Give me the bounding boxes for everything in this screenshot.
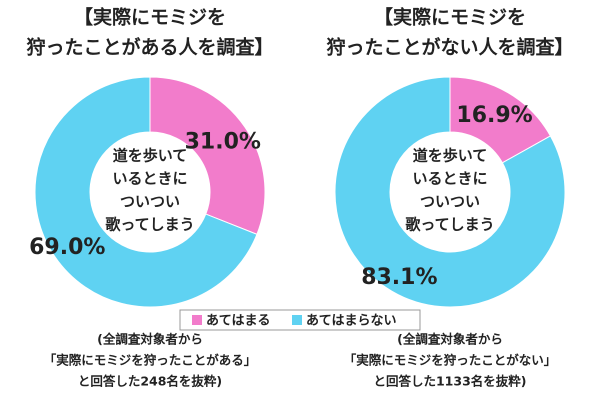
legend-swatch [292,315,302,325]
center-text: いるときに [112,170,187,188]
center-text: 歌ってしまう [405,216,494,234]
note: 「実際にモミジを狩ったことがある」 [44,353,257,368]
note: 「実際にモミジを狩ったことがない」 [344,353,557,368]
donut-slice [149,76,266,235]
value-label: 69.0% [29,235,105,260]
note: (全調査対象者から [397,332,503,347]
legend-label: あてはまる [206,314,270,329]
note: と回答した248名を抜粋) [78,374,222,389]
chart-title: 【実際にモミジを [74,6,226,29]
value-label: 16.9% [456,103,532,128]
center-text: ついつい [120,193,180,211]
chart-title: 狩ったことがある人を調査】 [26,36,273,59]
note: (全調査対象者から [97,332,203,347]
center-text: ついつい [420,193,480,211]
legend-swatch [192,315,202,325]
center-text: いるときに [412,170,487,188]
donut-slice [34,76,258,308]
value-label: 31.0% [185,130,261,155]
donut-slice [334,76,566,308]
center-text: 歌ってしまう [105,216,194,234]
center-text: 道を歩いて [113,147,188,165]
value-label: 83.1% [361,265,437,290]
chart-title: 【実際にモミジを [374,6,526,29]
chart-title: 狩ったことがない人を調査】 [326,36,573,59]
note: と回答した1133名を抜粋) [373,374,526,389]
center-text: 道を歩いて [413,147,488,165]
legend-label: あてはまらない [306,314,396,329]
